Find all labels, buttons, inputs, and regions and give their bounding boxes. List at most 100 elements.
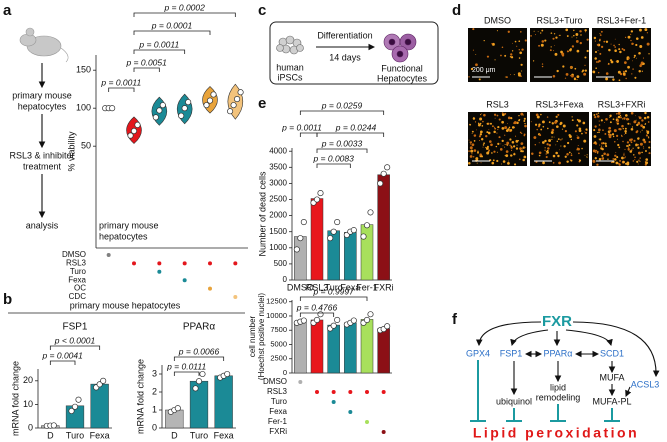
cell-signal: [545, 153, 547, 155]
cell-signal: [491, 125, 494, 128]
treatment-label: Fexa: [68, 275, 86, 284]
cell-signal: [469, 155, 473, 158]
data-point: [100, 377, 107, 384]
cell-signal: [533, 30, 535, 32]
y-tick-label: 150: [76, 65, 91, 75]
cell-signal: [586, 154, 588, 156]
cell-signal: [604, 133, 607, 135]
cell-signal: [523, 117, 526, 120]
cell-signal: [620, 116, 622, 119]
diagram-text: Functional: [381, 63, 423, 73]
data-point: [96, 381, 103, 388]
cell-signal: [510, 154, 513, 157]
cell-signal: [488, 128, 490, 130]
cell-signal: [491, 161, 495, 165]
cell-signal: [550, 131, 554, 134]
cell-signal: [582, 121, 586, 125]
data-point: [68, 407, 75, 415]
cell-signal: [646, 42, 650, 46]
cell-signal: [579, 30, 582, 33]
cell-signal: [648, 152, 651, 155]
gene-node: PPARα: [543, 348, 572, 358]
cell-signal: [626, 145, 629, 148]
cell-signal: [638, 121, 640, 123]
cell-signal: [630, 39, 632, 42]
cell-signal: [565, 28, 569, 32]
data-point: [159, 102, 166, 109]
cell-signal: [632, 147, 634, 149]
data-point: [75, 396, 82, 403]
cell-signal: [500, 163, 502, 165]
y-tick-label: 500: [274, 259, 288, 268]
cell-signal: [623, 61, 627, 65]
cell-signal: [541, 141, 545, 144]
cell-signal: [607, 133, 611, 136]
image-grid: DMSO RSL3+Turo RSL3+Fer-1 RSL3 RSL3+Fexa RSL3…: [468, 15, 651, 166]
cell-signal: [560, 139, 562, 141]
gene-node: GPX4: [466, 348, 490, 358]
cell-signal: [517, 140, 520, 142]
cell-signal: [483, 142, 485, 145]
panel-letter: d: [452, 2, 461, 19]
y-tick-label: 0: [28, 422, 33, 432]
metabolite-node: MUFA-PL: [592, 396, 631, 406]
cell-signal: [575, 33, 579, 36]
cell-signal: [599, 34, 602, 36]
cell-signal: [608, 135, 612, 139]
cell-signal: [541, 120, 545, 124]
cell-signal: [544, 149, 546, 151]
x-tick-label: Fexa: [340, 282, 360, 292]
cell-signal: [614, 154, 617, 157]
cell-signal: [628, 144, 631, 147]
cell-signal: [600, 30, 603, 33]
data-point: [297, 235, 304, 242]
cell-signal: [593, 129, 596, 132]
cell-signal: [632, 60, 633, 62]
cell-signal: [516, 45, 518, 47]
cell-signal: [614, 46, 617, 48]
cell-signal: [612, 135, 615, 138]
cell-signal: [494, 127, 497, 130]
cell-signal: [512, 145, 516, 148]
data-point: [203, 102, 210, 109]
data-point: [152, 114, 159, 121]
y-axis-label: mRNA fold change: [135, 359, 145, 434]
cell-signal: [477, 122, 480, 125]
cell-signal: [639, 28, 642, 32]
cell-signal: [605, 77, 609, 81]
cell-signal: [480, 162, 482, 164]
bar: [377, 174, 390, 281]
p-value: p = 0.0066: [178, 346, 220, 356]
cell-signal: [566, 160, 569, 163]
cell-signal: [594, 125, 597, 128]
cell-signal: [612, 158, 615, 160]
cell-signal: [515, 147, 519, 150]
cell-signal: [541, 63, 544, 65]
image-label: RSL3: [486, 99, 509, 109]
cell-signal: [468, 76, 470, 78]
cell-signal: [615, 61, 617, 63]
cell-signal: [578, 152, 580, 155]
cell-signal: [558, 161, 561, 165]
cell-signal: [493, 130, 496, 134]
cell-signal: [530, 35, 532, 37]
cell-signal: [571, 36, 573, 38]
cell-signal: [584, 131, 586, 133]
cell-signal: [585, 128, 588, 131]
p-value: p = 0.0259: [321, 100, 363, 110]
cell-signal: [558, 34, 560, 36]
cell-signal: [518, 49, 520, 51]
cell-signal: [557, 113, 560, 116]
cell-signal: [566, 50, 569, 53]
cell-signal: [535, 34, 537, 36]
cell-signal: [578, 127, 582, 131]
cell-signal: [518, 57, 521, 59]
cell-signal: [535, 113, 539, 117]
cell-signal: [486, 145, 489, 148]
cell-signal: [521, 48, 524, 51]
cell-signal: [541, 65, 544, 68]
cell-signal: [636, 123, 639, 127]
p-value: p = 0.0011: [138, 39, 179, 49]
cell-signal: [571, 45, 575, 48]
cell-signal: [481, 113, 483, 115]
